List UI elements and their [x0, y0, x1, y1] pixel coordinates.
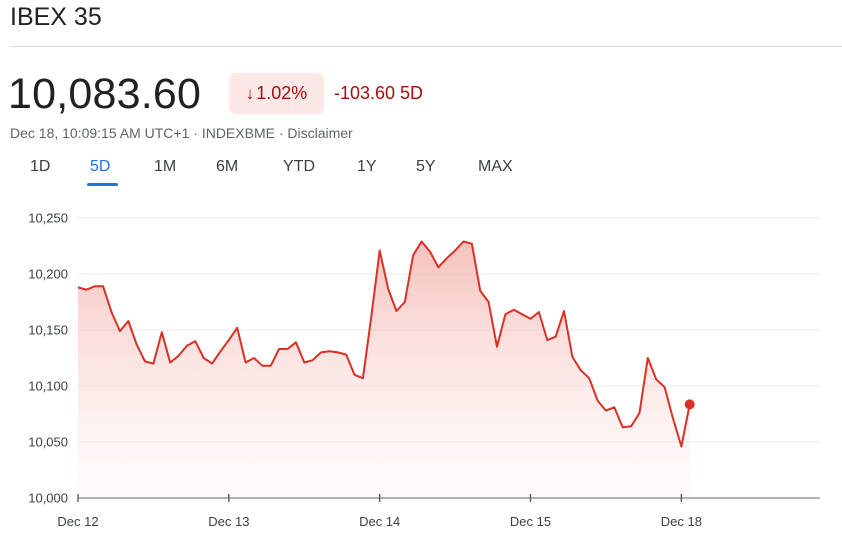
percent-change-badge: ↓ 1.02% [229, 73, 324, 114]
x-axis-ticks: Dec 12 Dec 13 Dec 14 Dec 15 Dec 18 [57, 494, 702, 529]
tab-max[interactable]: MAX [478, 158, 513, 175]
tab-1m[interactable]: 1M [154, 158, 177, 175]
x-tick-label: Dec 13 [208, 514, 249, 529]
point-change: -103.60 5D [334, 83, 424, 103]
arrow-down-icon: ↓ [245, 83, 255, 103]
quote-timestamp-source: Dec 18, 10:09:15 AM UTC+1 · INDEXBME · D… [10, 125, 353, 141]
x-tick-label: Dec 18 [661, 514, 702, 529]
y-tick-label: 10,050 [28, 435, 68, 450]
percent-change-value: 1.02% [256, 83, 308, 103]
active-tab-indicator [87, 183, 118, 186]
price-chart[interactable]: 10,000 10,050 10,100 10,150 10,200 10,250 Dec… [0, 196, 842, 547]
price-line [77, 240, 691, 448]
x-tick-label: Dec 12 [57, 514, 98, 529]
tab-ytd[interactable]: YTD [283, 158, 315, 175]
y-tick-label: 10,000 [28, 491, 68, 506]
y-tick-label: 10,150 [28, 323, 68, 338]
y-tick-label: 10,250 [28, 211, 68, 226]
y-tick-label: 10,100 [28, 379, 68, 394]
tab-1d[interactable]: 1D [30, 158, 51, 175]
tab-5y[interactable]: 5Y [416, 158, 436, 175]
tab-6m[interactable]: 6M [216, 158, 239, 175]
tab-1y[interactable]: 1Y [357, 158, 377, 175]
x-tick-label: Dec 14 [359, 514, 400, 529]
divider [10, 46, 842, 47]
tab-5d[interactable]: 5D [90, 158, 111, 175]
price-area [78, 241, 690, 498]
x-tick-label: Dec 15 [510, 514, 551, 529]
y-tick-label: 10,200 [28, 267, 68, 282]
page-title: IBEX 35 [10, 3, 102, 31]
current-price-marker [684, 399, 695, 410]
y-axis-ticks: 10,000 10,050 10,100 10,150 10,200 10,250 [28, 211, 68, 506]
current-price: 10,083.60 [8, 70, 202, 118]
